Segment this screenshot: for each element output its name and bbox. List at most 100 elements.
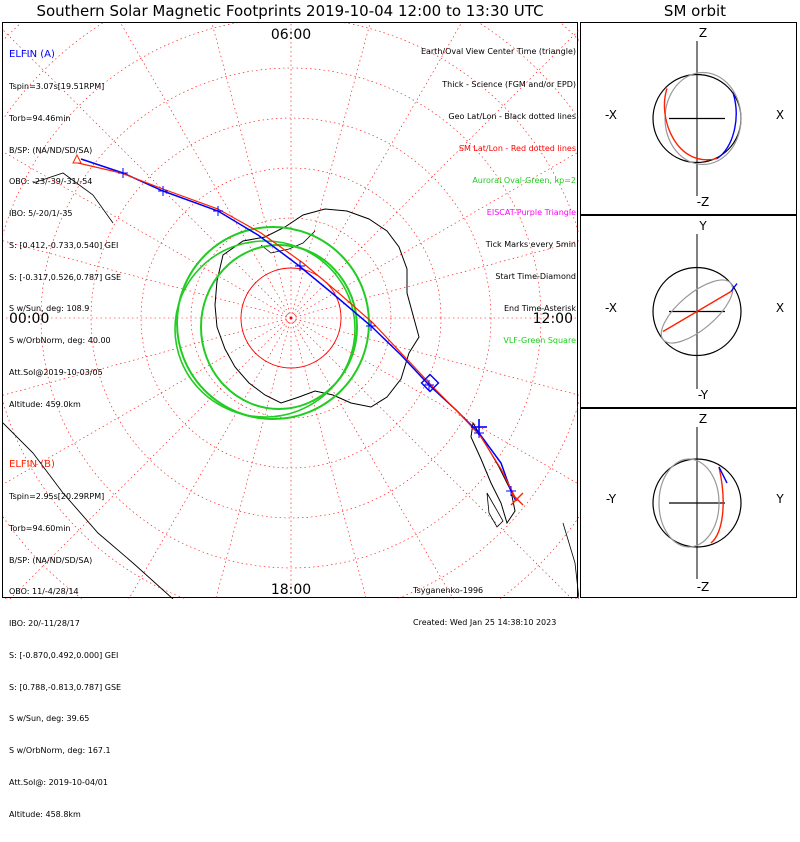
legend-item: Geo Lat/Lon - Black dotted lines (448, 111, 576, 121)
sm-lon-line (290, 23, 462, 319)
orbit-b (663, 88, 718, 161)
probe-b-info: ELFIN (B) Tspin=2.95s[20.29RPM] Torb=94.… (9, 439, 121, 842)
axis-label-top: Y (698, 219, 707, 233)
end-asterisk-b (510, 492, 524, 506)
sm-orbit-title: SM orbit (663, 2, 727, 20)
coast-peninsula (260, 230, 316, 254)
probe-a-line: Att.Sol@2019-10-03/05 (9, 368, 103, 377)
polar-plot: 06:00 00:00 12:00 18:00 (3, 23, 579, 599)
coast-antarctica (214, 208, 420, 408)
legend-item: Earth/Oval View Center Time (triangle) (420, 47, 576, 57)
legend-item: VLF-Green Square (503, 336, 576, 346)
probe-b-line: IBO: 20/-11/28/17 (9, 619, 80, 629)
probe-b-name: ELFIN (B) (9, 459, 55, 471)
sm-lon-line (3, 317, 292, 396)
view-center-marker (420, 373, 440, 393)
probe-b-line: S w/OrbNorm, deg: 167.1 (9, 746, 111, 756)
axis-label-right: Y (775, 492, 784, 506)
auroral-oval-outer (176, 226, 370, 420)
legend-item: Auroral Oval-Green, kp=2 (472, 175, 576, 185)
axis-label-right: X (776, 301, 784, 315)
sm-pole-circle (240, 267, 342, 369)
credit-line: Created: Wed Jan 25 14:38:10 2023 (413, 617, 557, 627)
sm-lon-line (120, 23, 292, 319)
probe-a-line: S: [-0.317,0.526,0.787] GSE (9, 272, 122, 282)
probe-b-line: Altitude: 458.8km (9, 809, 81, 819)
probe-a-name: ELFIN (A) (9, 49, 55, 61)
sm-lon-line (290, 29, 579, 319)
sm-lon-line (290, 23, 371, 319)
sm-lat-circle (40, 67, 542, 569)
probe-a-line: B/SP: (NA/ND/SD/SA) (9, 145, 93, 155)
orbit-a (718, 466, 728, 484)
credits: Tsyganenko-1996 Created: Wed Jan 25 14:3… (413, 565, 556, 649)
auroral-oval-inner (200, 244, 358, 410)
sm-panel-xz: Z -Z -X X (580, 22, 797, 215)
start-triangle (72, 153, 82, 164)
coast-australia (562, 522, 579, 599)
coast-new-zealand (470, 421, 516, 525)
axis-label-bottom: -Z (697, 195, 710, 209)
legend-item: Thick - Science (FGM and/or EPD) (442, 79, 576, 89)
axis-label-right: X (776, 108, 784, 122)
legend: Earth/Oval View Center Time (triangle) T… (421, 26, 576, 358)
legend-item: End Time-Asterisk (503, 304, 576, 314)
coast-africa (32, 172, 114, 224)
time-label-top: 06:00 (271, 27, 311, 43)
time-label-left: 00:00 (9, 311, 49, 327)
sm-plot-xz: Z -Z -X X (605, 26, 784, 209)
sm-plot-yz: Z -Z -Y Y (606, 412, 784, 594)
axis-label-left: -X (605, 301, 617, 315)
sm-lon-line (128, 317, 292, 599)
sm-lon-line (9, 317, 292, 599)
probe-b-line: Tspin=2.95s[20.29RPM] (9, 491, 105, 501)
sm-lon-line (290, 317, 579, 485)
sm-lon-line (3, 29, 292, 319)
footprint-tracks (72, 153, 524, 506)
sm-panel-xy: Y -Y -X X (580, 215, 797, 408)
probe-b-line: S w/Sun, deg: 39.65 (9, 714, 90, 724)
coast-south-america (3, 422, 174, 599)
sm-lon-line (3, 240, 292, 319)
orbit-b (662, 290, 732, 333)
sm-lon-line (290, 317, 573, 599)
sm-lon-line (3, 151, 292, 319)
orbit-gray (658, 458, 720, 548)
axis-label-left: -X (605, 108, 617, 122)
sm-lat-circle (90, 117, 492, 519)
probe-a-line: IBO: 5/-20/1/-35 (9, 209, 73, 219)
orbit-a (716, 92, 737, 160)
probe-a-line: Tspin=3.07s[19.51RPM] (9, 81, 105, 91)
sm-grid (3, 23, 579, 599)
axis-label-top: Z (699, 412, 707, 426)
probe-a-line: Torb=94.46min (9, 113, 71, 123)
orbit-a (730, 283, 738, 292)
probe-a-line: S w/Sun, deg: 108.9 (9, 304, 90, 314)
auroral-oval (174, 226, 370, 420)
legend-item: EISCAT-Purple Triangle (486, 207, 576, 217)
probe-b-line: S: [-0.870,0.492,0.000] GEI (9, 650, 119, 660)
axis-label-bottom: -Z (697, 580, 710, 594)
track-elfin-b (77, 162, 518, 502)
probe-a-line: S w/OrbNorm, deg: 40.00 (9, 336, 111, 346)
time-label-bottom: 18:00 (271, 582, 311, 598)
sm-panel-yz: Z -Z -Y Y (580, 408, 797, 598)
probe-a-info: ELFIN (A) Tspin=3.07s[19.51RPM] Torb=94.… (9, 29, 121, 432)
probe-b-line: Torb=94.60min (9, 523, 71, 533)
orbit-gray (664, 71, 742, 166)
probe-a-line: S: [0.412,-0.733,0.540] GEI (9, 240, 119, 250)
sm-lon-line (290, 317, 454, 599)
page-title: Southern Solar Magnetic Footprints 2019-… (36, 2, 544, 20)
probe-b-line: B/SP: (NA/ND/SD/SA) (9, 555, 93, 565)
probe-b-line: S: [0.788,-0.813,0.787] GSE (9, 682, 122, 692)
probe-a-line: Altitude: 459.0km (9, 399, 81, 409)
probe-a-line: OBO: -23/-39/-31/-54 (9, 177, 93, 187)
axis-label-left: -Y (606, 492, 617, 506)
orbit-gray (660, 279, 734, 344)
credit-line: Tsyganenko-1996 (413, 586, 484, 595)
axis-label-bottom: -Y (698, 388, 709, 402)
legend-item: Tick Marks every 5min (485, 240, 576, 250)
time-label-right: 12:00 (533, 311, 573, 327)
coast-island (486, 492, 504, 528)
sm-lon-line (290, 151, 579, 319)
